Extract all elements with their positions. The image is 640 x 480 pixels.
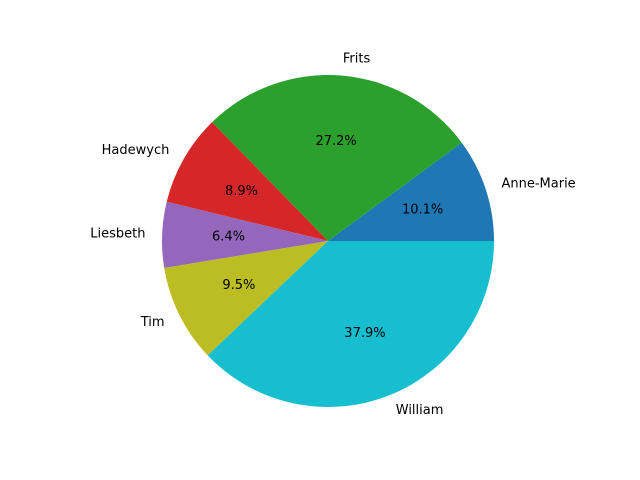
- slice-percent-frits: 27.2%: [315, 134, 356, 149]
- slice-label-hadewych: Hadewych: [102, 143, 170, 158]
- slices-layer: [161, 74, 494, 407]
- slice-percent-hadewych: 8.9%: [225, 184, 258, 199]
- pie-slice-frits: [212, 74, 462, 241]
- slice-percent-anne-marie: 10.1%: [402, 202, 443, 217]
- pie-slice-tim: [164, 241, 328, 356]
- pie-slice-anne-marie: [328, 142, 494, 241]
- pie-slice-william: [207, 241, 494, 407]
- labels-layer: Anne-Marie 10.1% Frits 27.2% Hadewych 8.9% Lie…: [90, 52, 575, 419]
- slice-label-william: William: [396, 403, 444, 418]
- slice-percent-william: 37.9%: [344, 326, 385, 341]
- slice-label-tim: Tim: [140, 315, 165, 330]
- pie-slice-liesbeth: [161, 201, 328, 268]
- slice-percent-tim: 9.5%: [222, 278, 255, 293]
- pie-slice-hadewych: [166, 122, 328, 241]
- slice-label-frits: Frits: [343, 52, 371, 67]
- slice-label-liesbeth: Liesbeth: [90, 227, 145, 242]
- slice-label-anne-marie: Anne-Marie: [501, 177, 575, 192]
- slice-percent-liesbeth: 6.4%: [212, 230, 245, 245]
